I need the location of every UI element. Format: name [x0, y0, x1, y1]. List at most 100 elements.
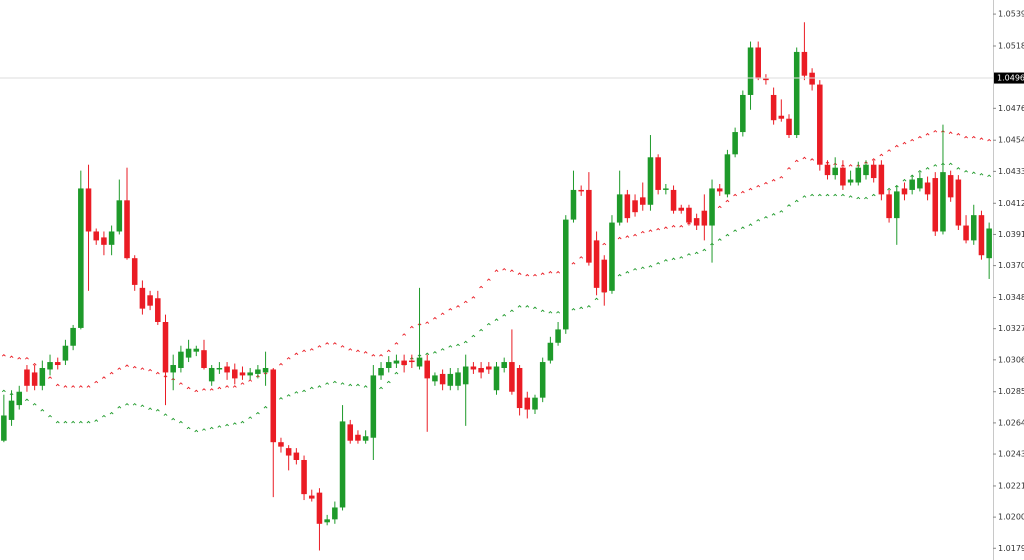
band-marker	[663, 226, 668, 229]
candle-body	[863, 164, 869, 176]
band-marker	[332, 380, 337, 384]
band-marker	[109, 371, 114, 375]
band-marker	[971, 135, 976, 139]
y-tick-label: 1.03910	[998, 230, 1024, 239]
candle-body	[655, 157, 661, 190]
band-marker	[17, 356, 22, 360]
band-marker	[764, 216, 768, 219]
candle-body	[878, 164, 885, 195]
band-marker	[1, 389, 6, 393]
candle-body	[432, 375, 438, 382]
candle-body	[316, 492, 323, 524]
y-tick-label: 1.02640	[998, 418, 1024, 427]
band-marker	[787, 204, 791, 207]
band-marker	[979, 172, 984, 176]
candle-body	[832, 167, 838, 176]
band-marker	[55, 383, 60, 387]
band-marker	[363, 351, 368, 354]
band-marker	[117, 405, 122, 409]
current-price-label: 1.04964	[997, 74, 1024, 83]
band-marker	[887, 149, 891, 152]
candle-body	[693, 218, 700, 226]
band-marker	[309, 348, 314, 351]
candle-body	[39, 367, 46, 386]
band-marker	[825, 193, 830, 197]
candle-body	[393, 360, 400, 364]
band-marker	[402, 333, 407, 336]
candle-body	[501, 362, 507, 368]
candle-body	[747, 47, 754, 95]
band-marker	[656, 227, 661, 231]
candle-body	[793, 51, 800, 136]
band-marker	[987, 138, 992, 142]
band-marker	[55, 420, 60, 424]
candle-body	[193, 348, 200, 352]
candle-body	[932, 178, 939, 232]
candle-body	[593, 240, 600, 288]
band-marker	[225, 423, 229, 427]
band-marker	[433, 351, 437, 354]
band-marker	[94, 419, 99, 422]
band-marker	[594, 297, 599, 301]
band-marker	[394, 342, 399, 345]
band-marker	[71, 420, 76, 424]
band-marker	[925, 167, 930, 170]
band-marker	[525, 273, 530, 277]
band-marker	[163, 413, 168, 416]
band-marker	[379, 354, 383, 357]
candle-body	[124, 200, 130, 259]
candle-body	[255, 369, 261, 374]
y-tick-label: 1.02215	[998, 481, 1024, 490]
candle-body	[147, 295, 153, 306]
candle-body	[232, 369, 238, 379]
candle-body	[493, 366, 500, 391]
y-tick-label: 1.04545	[998, 136, 1024, 145]
band-marker	[771, 213, 776, 216]
band-marker	[240, 382, 245, 385]
band-marker	[279, 362, 283, 366]
band-marker	[848, 195, 853, 198]
band-marker	[794, 159, 799, 163]
band-marker	[202, 388, 206, 391]
band-marker	[425, 321, 430, 324]
candle-body	[924, 182, 931, 195]
band-marker	[63, 385, 68, 388]
candle-body	[870, 164, 877, 179]
band-marker	[386, 349, 391, 353]
band-marker	[217, 425, 222, 428]
band-marker	[509, 309, 514, 313]
band-marker	[132, 365, 137, 369]
band-marker	[48, 414, 52, 418]
candle-body	[424, 360, 430, 379]
candle-body	[817, 84, 823, 165]
band-marker	[186, 386, 191, 390]
candle-body	[185, 348, 192, 358]
band-marker	[9, 355, 14, 359]
current-price-box	[994, 72, 1024, 84]
band-marker	[879, 153, 884, 157]
band-marker	[725, 233, 730, 237]
band-marker	[309, 386, 314, 390]
band-marker	[317, 345, 322, 348]
candle-body	[963, 225, 969, 241]
y-tick-label: 1.05395	[998, 10, 1024, 19]
band-marker	[910, 138, 915, 142]
band-marker	[486, 322, 491, 326]
candle-body	[809, 72, 815, 85]
band-marker	[386, 380, 391, 384]
band-marker	[948, 131, 953, 134]
candle-body	[639, 197, 646, 205]
band-marker	[448, 345, 453, 348]
band-marker	[856, 196, 861, 200]
band-marker	[255, 411, 260, 415]
band-marker	[740, 190, 745, 194]
band-marker	[463, 340, 468, 344]
band-marker	[286, 394, 291, 397]
candle-body	[101, 237, 107, 245]
band-marker	[456, 305, 460, 308]
band-marker	[925, 132, 930, 136]
band-marker	[933, 129, 938, 133]
band-marker	[240, 420, 245, 424]
band-marker	[663, 259, 668, 262]
candle-body	[347, 424, 354, 441]
